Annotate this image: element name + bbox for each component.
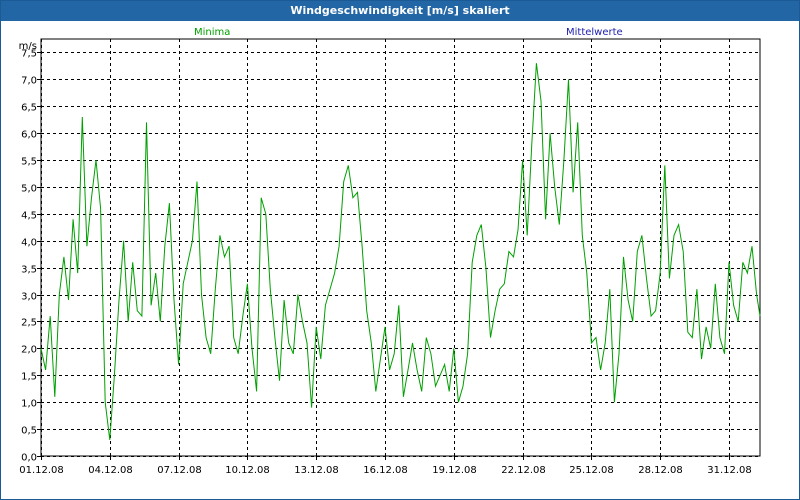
window-title: Windgeschwindigkeit [m/s] skaliert xyxy=(1,1,799,21)
x-tick-label: 16.12.08 xyxy=(363,465,408,476)
legend-item-mittelwerte: Mittelwerte xyxy=(566,27,623,38)
y-tick-label: 2,5 xyxy=(21,318,37,329)
y-tick-label: 5,5 xyxy=(21,157,37,168)
x-tick-label: 28.12.08 xyxy=(638,465,683,476)
x-tick-label: 22.12.08 xyxy=(501,465,546,476)
y-tick-label: 7,5 xyxy=(21,49,37,60)
y-tick-label: 4,0 xyxy=(21,238,37,249)
x-tick-label: 01.12.08 xyxy=(19,465,64,476)
x-tick-label: 19.12.08 xyxy=(432,465,477,476)
y-tick-label: 2,0 xyxy=(21,345,37,356)
x-tick-label: 10.12.08 xyxy=(225,465,270,476)
x-tick-label: 31.12.08 xyxy=(707,465,752,476)
y-tick-label: 4,5 xyxy=(21,211,37,222)
y-tick-label: 6,5 xyxy=(21,103,37,114)
y-tick-label: 3,0 xyxy=(21,292,37,303)
y-tick-label: 0,0 xyxy=(21,453,37,464)
legend-item-minima: Minima xyxy=(194,27,231,38)
y-tick-label: 5,0 xyxy=(21,184,37,195)
y-tick-label: 6,0 xyxy=(21,130,37,141)
y-tick-label: 3,5 xyxy=(21,265,37,276)
x-tick-label: 25.12.08 xyxy=(569,465,614,476)
x-tick-label: 04.12.08 xyxy=(88,465,133,476)
y-tick-label: 0,5 xyxy=(21,426,37,437)
series-line-minima xyxy=(40,63,761,440)
y-tick-label: 1,0 xyxy=(21,399,37,410)
y-axis-label: m/s xyxy=(19,41,37,52)
plot-area xyxy=(40,38,761,457)
y-tick-label: 1,5 xyxy=(21,372,37,383)
x-tick-label: 07.12.08 xyxy=(157,465,202,476)
y-tick-label: 7,0 xyxy=(21,76,37,87)
x-tick-label: 13.12.08 xyxy=(294,465,339,476)
